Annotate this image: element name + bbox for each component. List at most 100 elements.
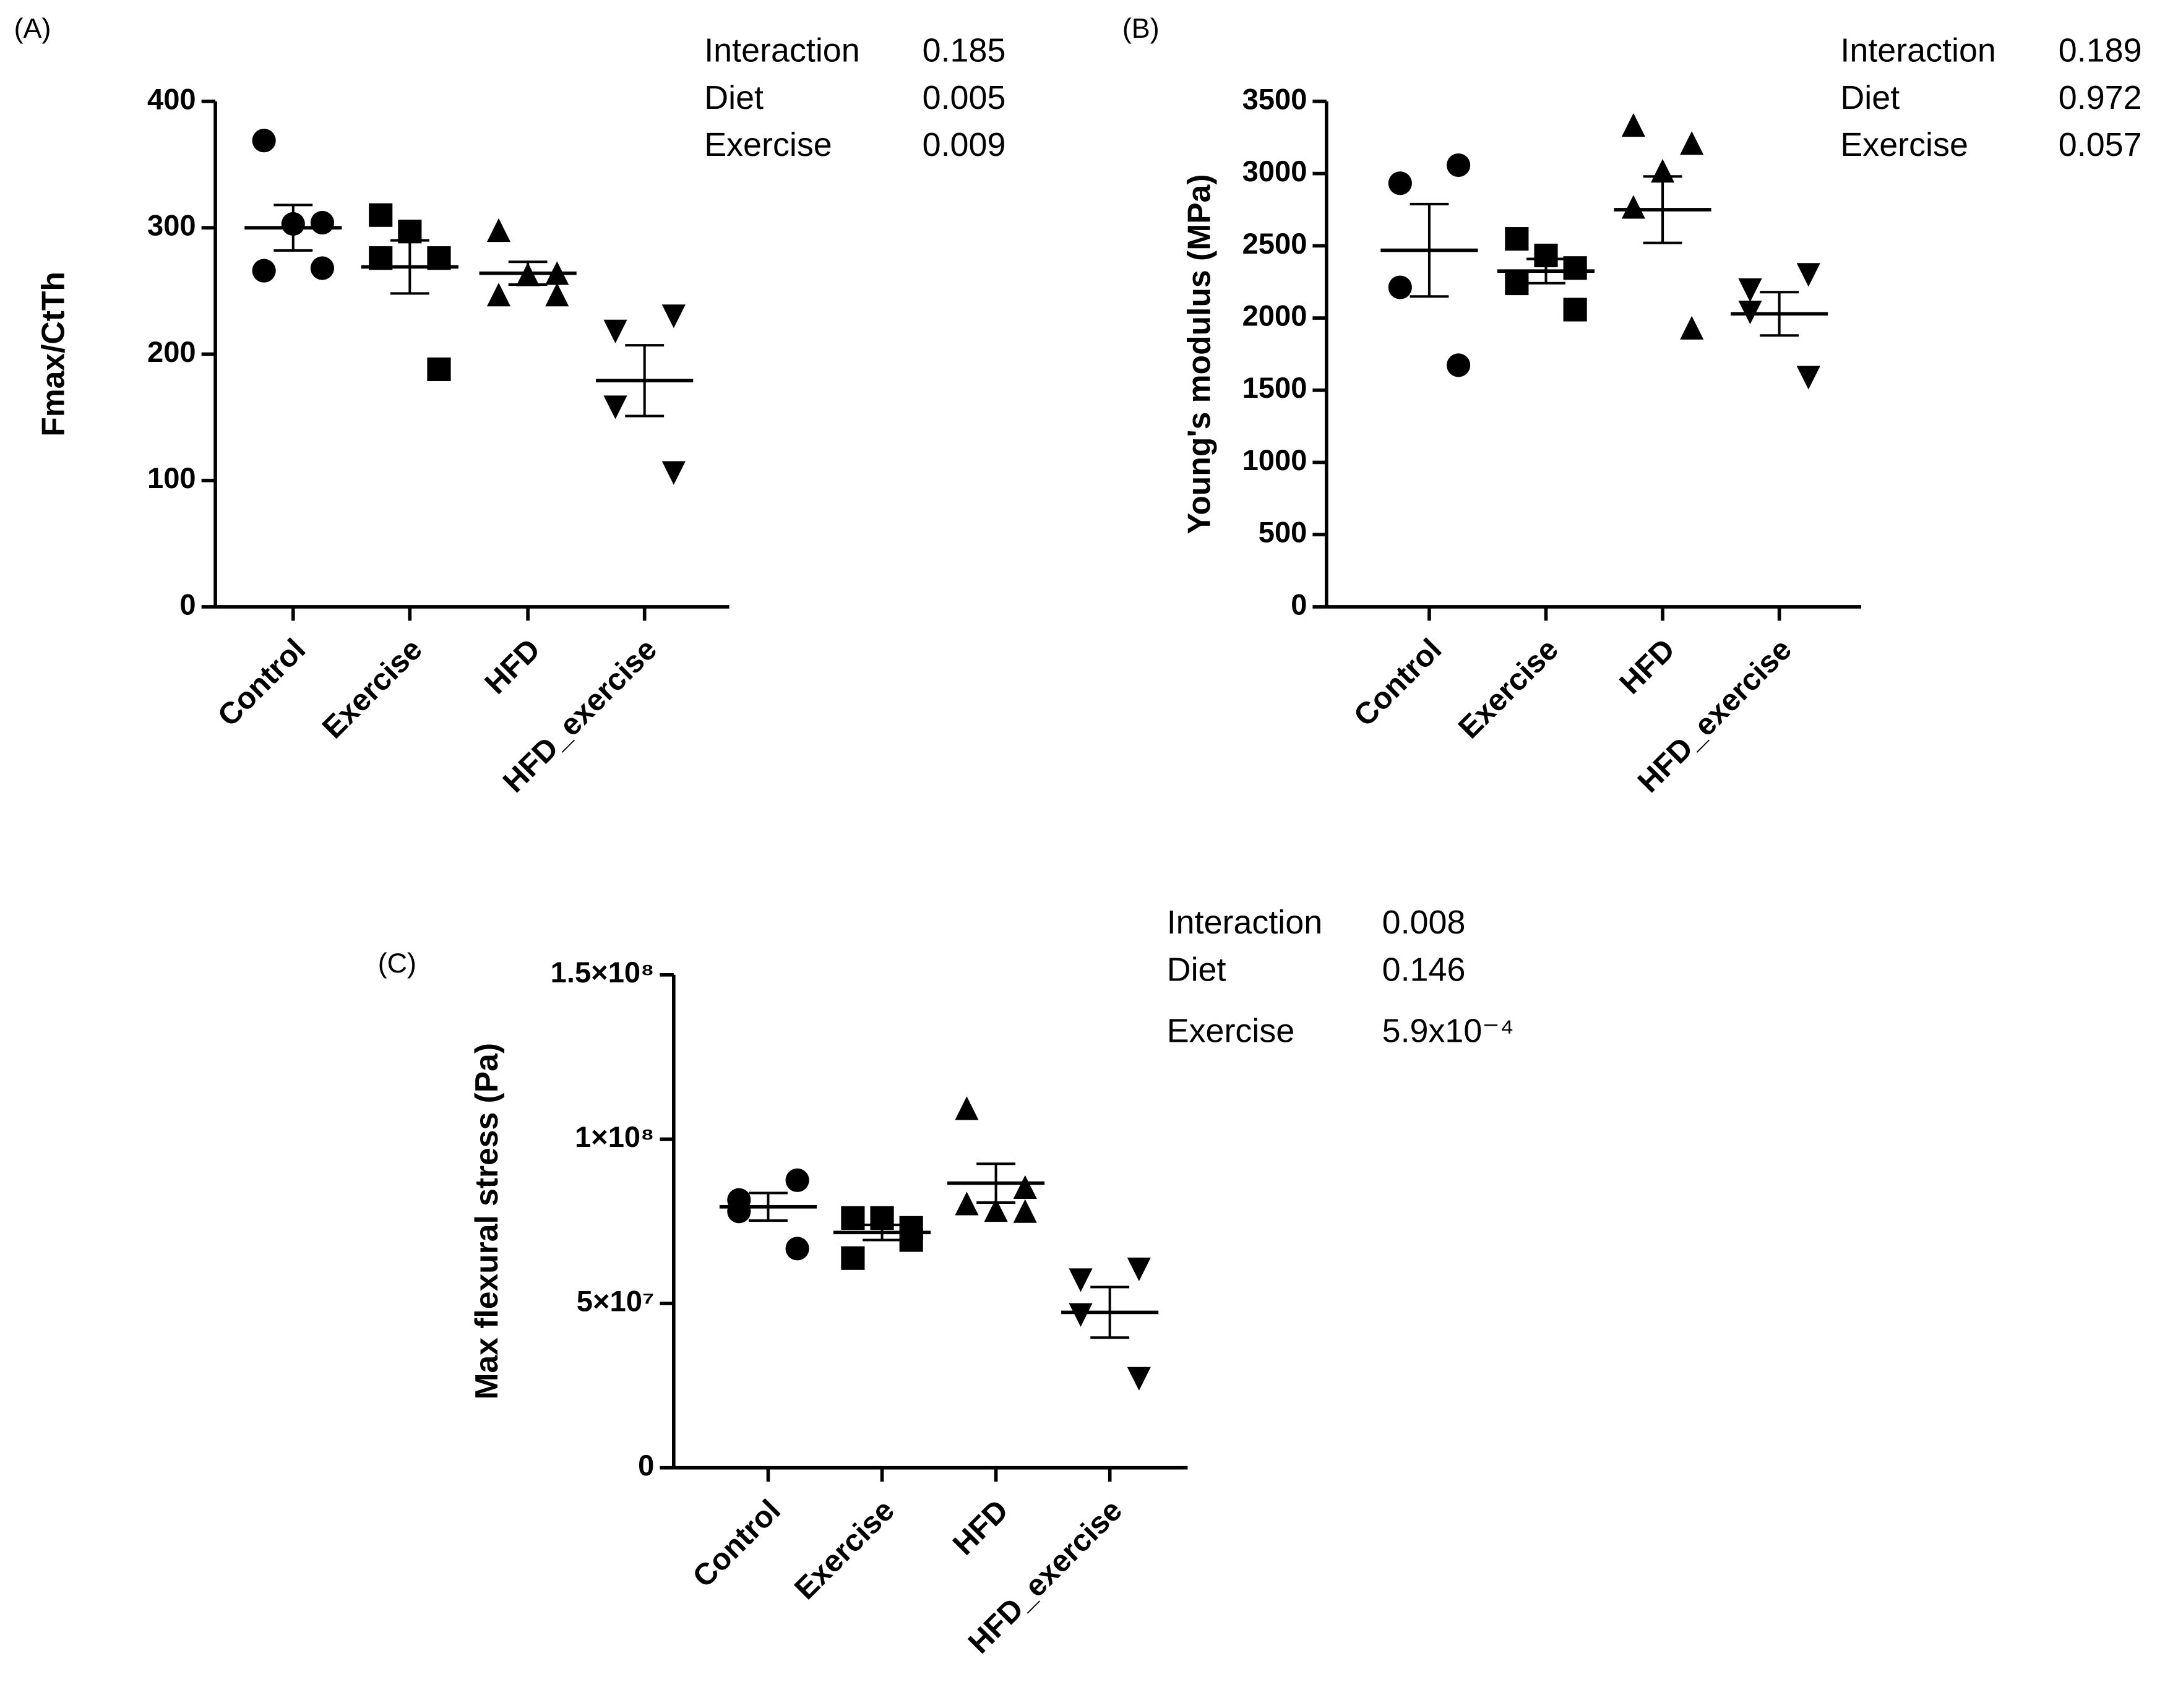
y-tick-label: 400 — [147, 82, 196, 115]
y-tick-label: 1500 — [1242, 371, 1307, 404]
data-point — [1680, 315, 1704, 340]
data-point — [1069, 1268, 1093, 1292]
stat-value: 0.146 — [1382, 951, 1466, 989]
y-tick-label: 1.5×10⁸ — [551, 956, 655, 989]
stat-name: Diet — [704, 79, 764, 116]
y-tick-label: 1×10⁸ — [575, 1120, 654, 1153]
data-point — [1013, 1175, 1037, 1199]
x-tick-label: Control — [686, 1493, 787, 1594]
y-tick-label: 0 — [1291, 588, 1307, 620]
data-point — [1127, 1257, 1151, 1281]
data-point — [1796, 263, 1820, 287]
stat-name: Diet — [1167, 951, 1226, 989]
x-tick-label: HFD — [946, 1493, 1015, 1562]
data-point — [603, 319, 627, 343]
y-tick-label: 100 — [147, 461, 196, 494]
error-bar — [976, 1162, 1016, 1204]
error-bar — [749, 1191, 788, 1222]
data-point — [841, 1246, 865, 1270]
stat-name: Interaction — [1167, 904, 1323, 941]
y-tick-label: 2500 — [1242, 227, 1307, 260]
stat-name: Diet — [1840, 79, 1900, 116]
stat-value: 5.9x10⁻⁴ — [1382, 1012, 1514, 1049]
data-point — [1447, 353, 1471, 377]
y-axis-label: Fmax/CtTh — [35, 272, 71, 437]
panel-label: (B) — [1122, 12, 1160, 44]
stat-value: 0.189 — [2059, 32, 2142, 69]
panel-label: (C) — [378, 947, 416, 979]
data-point — [252, 259, 276, 283]
data-point — [661, 461, 686, 485]
data-point — [785, 1168, 809, 1192]
data-point — [955, 1191, 979, 1216]
y-tick-label: 500 — [1259, 516, 1307, 549]
data-point — [1388, 275, 1412, 299]
data-point — [661, 304, 686, 328]
stat-value: 0.005 — [923, 79, 1006, 116]
error-bar — [390, 239, 429, 295]
data-point — [1621, 113, 1646, 137]
data-point — [486, 218, 511, 242]
data-point — [984, 1198, 1008, 1222]
data-point — [1447, 153, 1471, 178]
x-tick-label: HFD — [1613, 632, 1682, 701]
data-point — [1505, 271, 1529, 296]
error-bar — [863, 1224, 902, 1242]
panel-label: (A) — [14, 12, 51, 44]
y-tick-label: 3500 — [1242, 82, 1307, 115]
x-tick-label: HFD — [478, 632, 547, 701]
y-tick-label: 3000 — [1242, 155, 1307, 187]
stat-name: Interaction — [704, 32, 860, 69]
data-point — [310, 210, 334, 235]
data-point — [1069, 1303, 1093, 1327]
data-point — [1796, 366, 1820, 390]
stat-value: 0.009 — [923, 126, 1006, 163]
data-point — [427, 357, 451, 381]
data-point — [603, 395, 627, 419]
x-tick-label: Control — [1347, 632, 1448, 733]
error-bar — [508, 260, 548, 286]
y-tick-label: 200 — [147, 335, 196, 368]
data-point — [1127, 1367, 1151, 1391]
data-point — [1621, 195, 1646, 219]
data-point — [545, 283, 569, 307]
stat-name: Exercise — [704, 126, 832, 163]
stat-value: 0.057 — [2059, 126, 2142, 163]
error-bar — [1526, 257, 1565, 285]
error-bar — [1643, 175, 1682, 244]
error-bar — [625, 344, 665, 418]
data-point — [1680, 131, 1704, 155]
y-axis-label: Young's modulus (MPa) — [1181, 174, 1216, 534]
stat-name: Exercise — [1840, 126, 1968, 163]
error-bar — [273, 204, 313, 252]
data-point — [1013, 1199, 1037, 1223]
stat-value: 0.185 — [923, 32, 1006, 69]
y-tick-label: 5×10⁷ — [577, 1284, 655, 1317]
data-point — [1563, 256, 1587, 280]
stat-value: 0.008 — [1382, 904, 1466, 941]
data-point — [955, 1096, 979, 1120]
error-bar — [1090, 1285, 1130, 1339]
data-point — [252, 129, 276, 153]
data-point — [1563, 298, 1587, 322]
data-point — [369, 203, 393, 227]
y-tick-label: 0 — [179, 588, 196, 620]
y-tick-label: 2000 — [1242, 299, 1307, 332]
data-point — [1738, 278, 1762, 303]
data-point — [1505, 227, 1529, 251]
stat-name: Exercise — [1167, 1012, 1295, 1049]
x-tick-label: Exercise — [316, 632, 429, 745]
y-tick-label: 1000 — [1242, 444, 1307, 476]
stat-value: 0.972 — [2059, 79, 2142, 116]
data-point — [727, 1199, 751, 1224]
x-tick-label: Exercise — [788, 1493, 901, 1607]
data-point — [841, 1206, 865, 1230]
data-point — [310, 256, 334, 280]
x-tick-label: Control — [211, 632, 312, 733]
data-point — [486, 283, 511, 307]
data-point — [1388, 171, 1412, 195]
stat-name: Interaction — [1840, 32, 1996, 69]
x-tick-label: Exercise — [1452, 632, 1565, 745]
y-tick-label: 0 — [638, 1449, 654, 1482]
